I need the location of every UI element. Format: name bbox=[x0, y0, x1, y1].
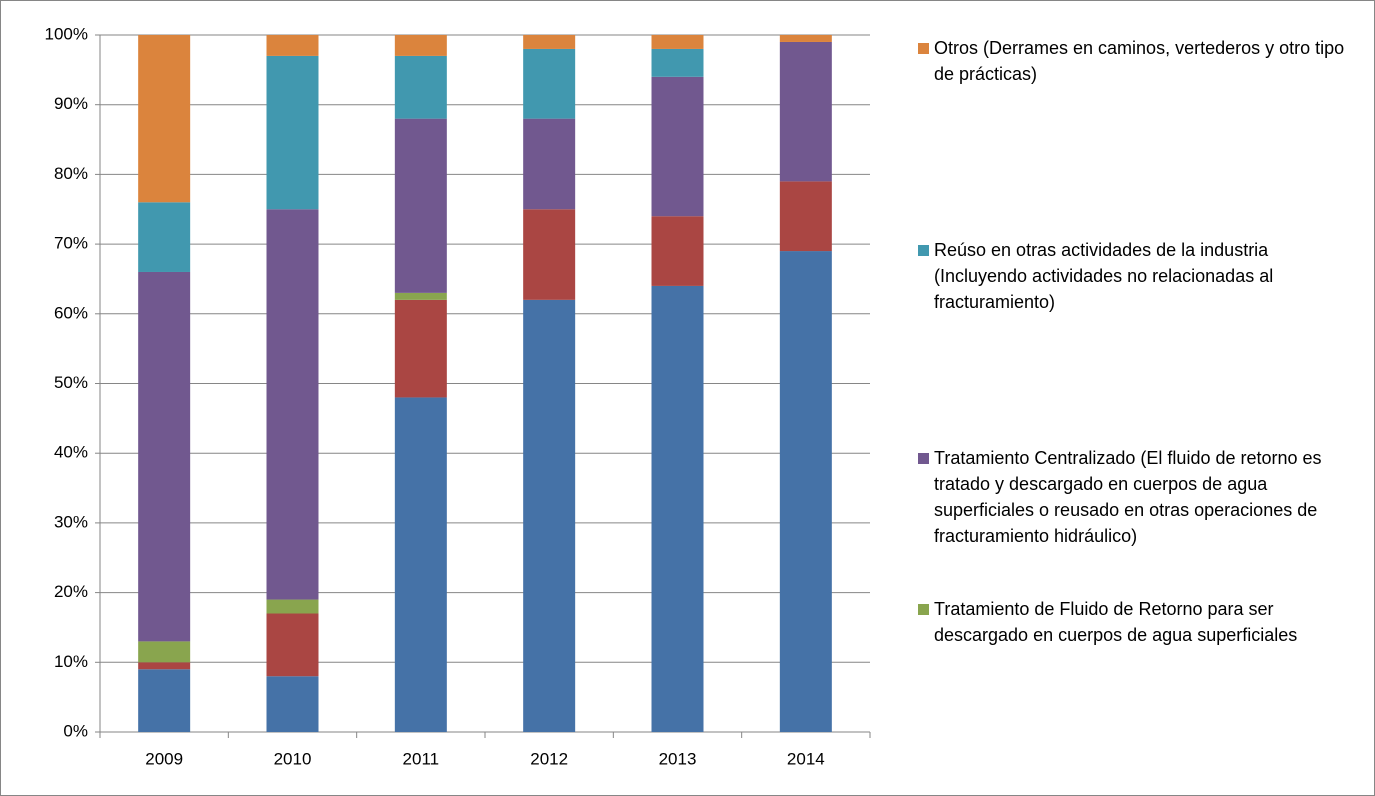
x-tick-label: 2012 bbox=[530, 749, 568, 768]
bar-segment bbox=[138, 35, 191, 203]
legend-label: Reúso en otras actividades de la industr… bbox=[934, 240, 1274, 312]
y-tick-label: 100% bbox=[45, 24, 88, 43]
legend-label: Tratamiento de Fluido de Retorno para se… bbox=[934, 599, 1298, 645]
legend-swatch bbox=[918, 453, 929, 464]
bar-segment bbox=[523, 209, 576, 300]
bar-segment bbox=[523, 299, 576, 732]
y-tick-label: 10% bbox=[54, 652, 88, 671]
bar-segment bbox=[779, 251, 832, 732]
legend-label: Tratamiento Centralizado (El fluido de r… bbox=[934, 448, 1322, 546]
y-tick-label: 70% bbox=[54, 234, 88, 253]
bar-segment bbox=[394, 55, 447, 119]
y-tick-label: 40% bbox=[54, 443, 88, 462]
legend-swatch bbox=[918, 604, 929, 615]
y-tick-label: 80% bbox=[54, 164, 88, 183]
bar-segment bbox=[779, 181, 832, 252]
legend-item: Tratamiento de Fluido de Retorno para se… bbox=[918, 596, 1358, 648]
bar-segment bbox=[523, 118, 576, 210]
bar-segment bbox=[651, 48, 704, 77]
x-tick-label: 2013 bbox=[659, 749, 697, 768]
bar-segment bbox=[266, 676, 319, 732]
bar-segment bbox=[523, 48, 576, 119]
y-tick-label: 50% bbox=[54, 373, 88, 392]
legend-item: Otros (Derrames en caminos, vertederos y… bbox=[918, 35, 1358, 87]
bar-segment bbox=[138, 662, 191, 670]
bar-segment bbox=[266, 613, 319, 677]
legend-item: Reúso en otras actividades de la industr… bbox=[918, 237, 1358, 315]
x-tick-label: 2011 bbox=[403, 749, 440, 768]
bar-segment bbox=[523, 35, 576, 49]
bar-segment bbox=[138, 669, 191, 732]
y-tick-label: 20% bbox=[54, 582, 88, 601]
y-tick-label: 30% bbox=[54, 512, 88, 531]
bar-segment bbox=[138, 641, 191, 663]
legend-label: Otros (Derrames en caminos, vertederos y… bbox=[934, 38, 1345, 84]
x-tick-label: 2014 bbox=[787, 749, 825, 768]
bar-segment bbox=[779, 35, 832, 42]
bar-segment bbox=[394, 292, 447, 300]
bar-segment bbox=[394, 397, 447, 732]
bar-segment bbox=[651, 216, 704, 286]
bar-segment bbox=[651, 35, 704, 49]
bar-segment bbox=[138, 271, 191, 642]
bar-segment bbox=[266, 599, 319, 614]
bar-segment bbox=[651, 76, 704, 217]
x-tick-label: 2010 bbox=[274, 749, 312, 768]
bar-segment bbox=[394, 299, 447, 398]
bar-segment bbox=[266, 55, 319, 210]
bar-segment bbox=[651, 285, 704, 732]
bar-segment bbox=[266, 209, 319, 600]
legend-swatch bbox=[918, 43, 929, 54]
bar-segment bbox=[394, 118, 447, 293]
bar-segment bbox=[266, 35, 319, 56]
bar-segment bbox=[779, 41, 832, 182]
y-tick-label: 60% bbox=[54, 303, 88, 322]
legend-item: Tratamiento Centralizado (El fluido de r… bbox=[918, 445, 1358, 549]
x-tick-label: 2009 bbox=[145, 749, 183, 768]
y-tick-label: 90% bbox=[54, 94, 88, 113]
legend-swatch bbox=[918, 245, 929, 256]
y-tick-label: 0% bbox=[63, 721, 88, 740]
bar-segment bbox=[138, 202, 191, 272]
bar-segment bbox=[394, 35, 447, 56]
